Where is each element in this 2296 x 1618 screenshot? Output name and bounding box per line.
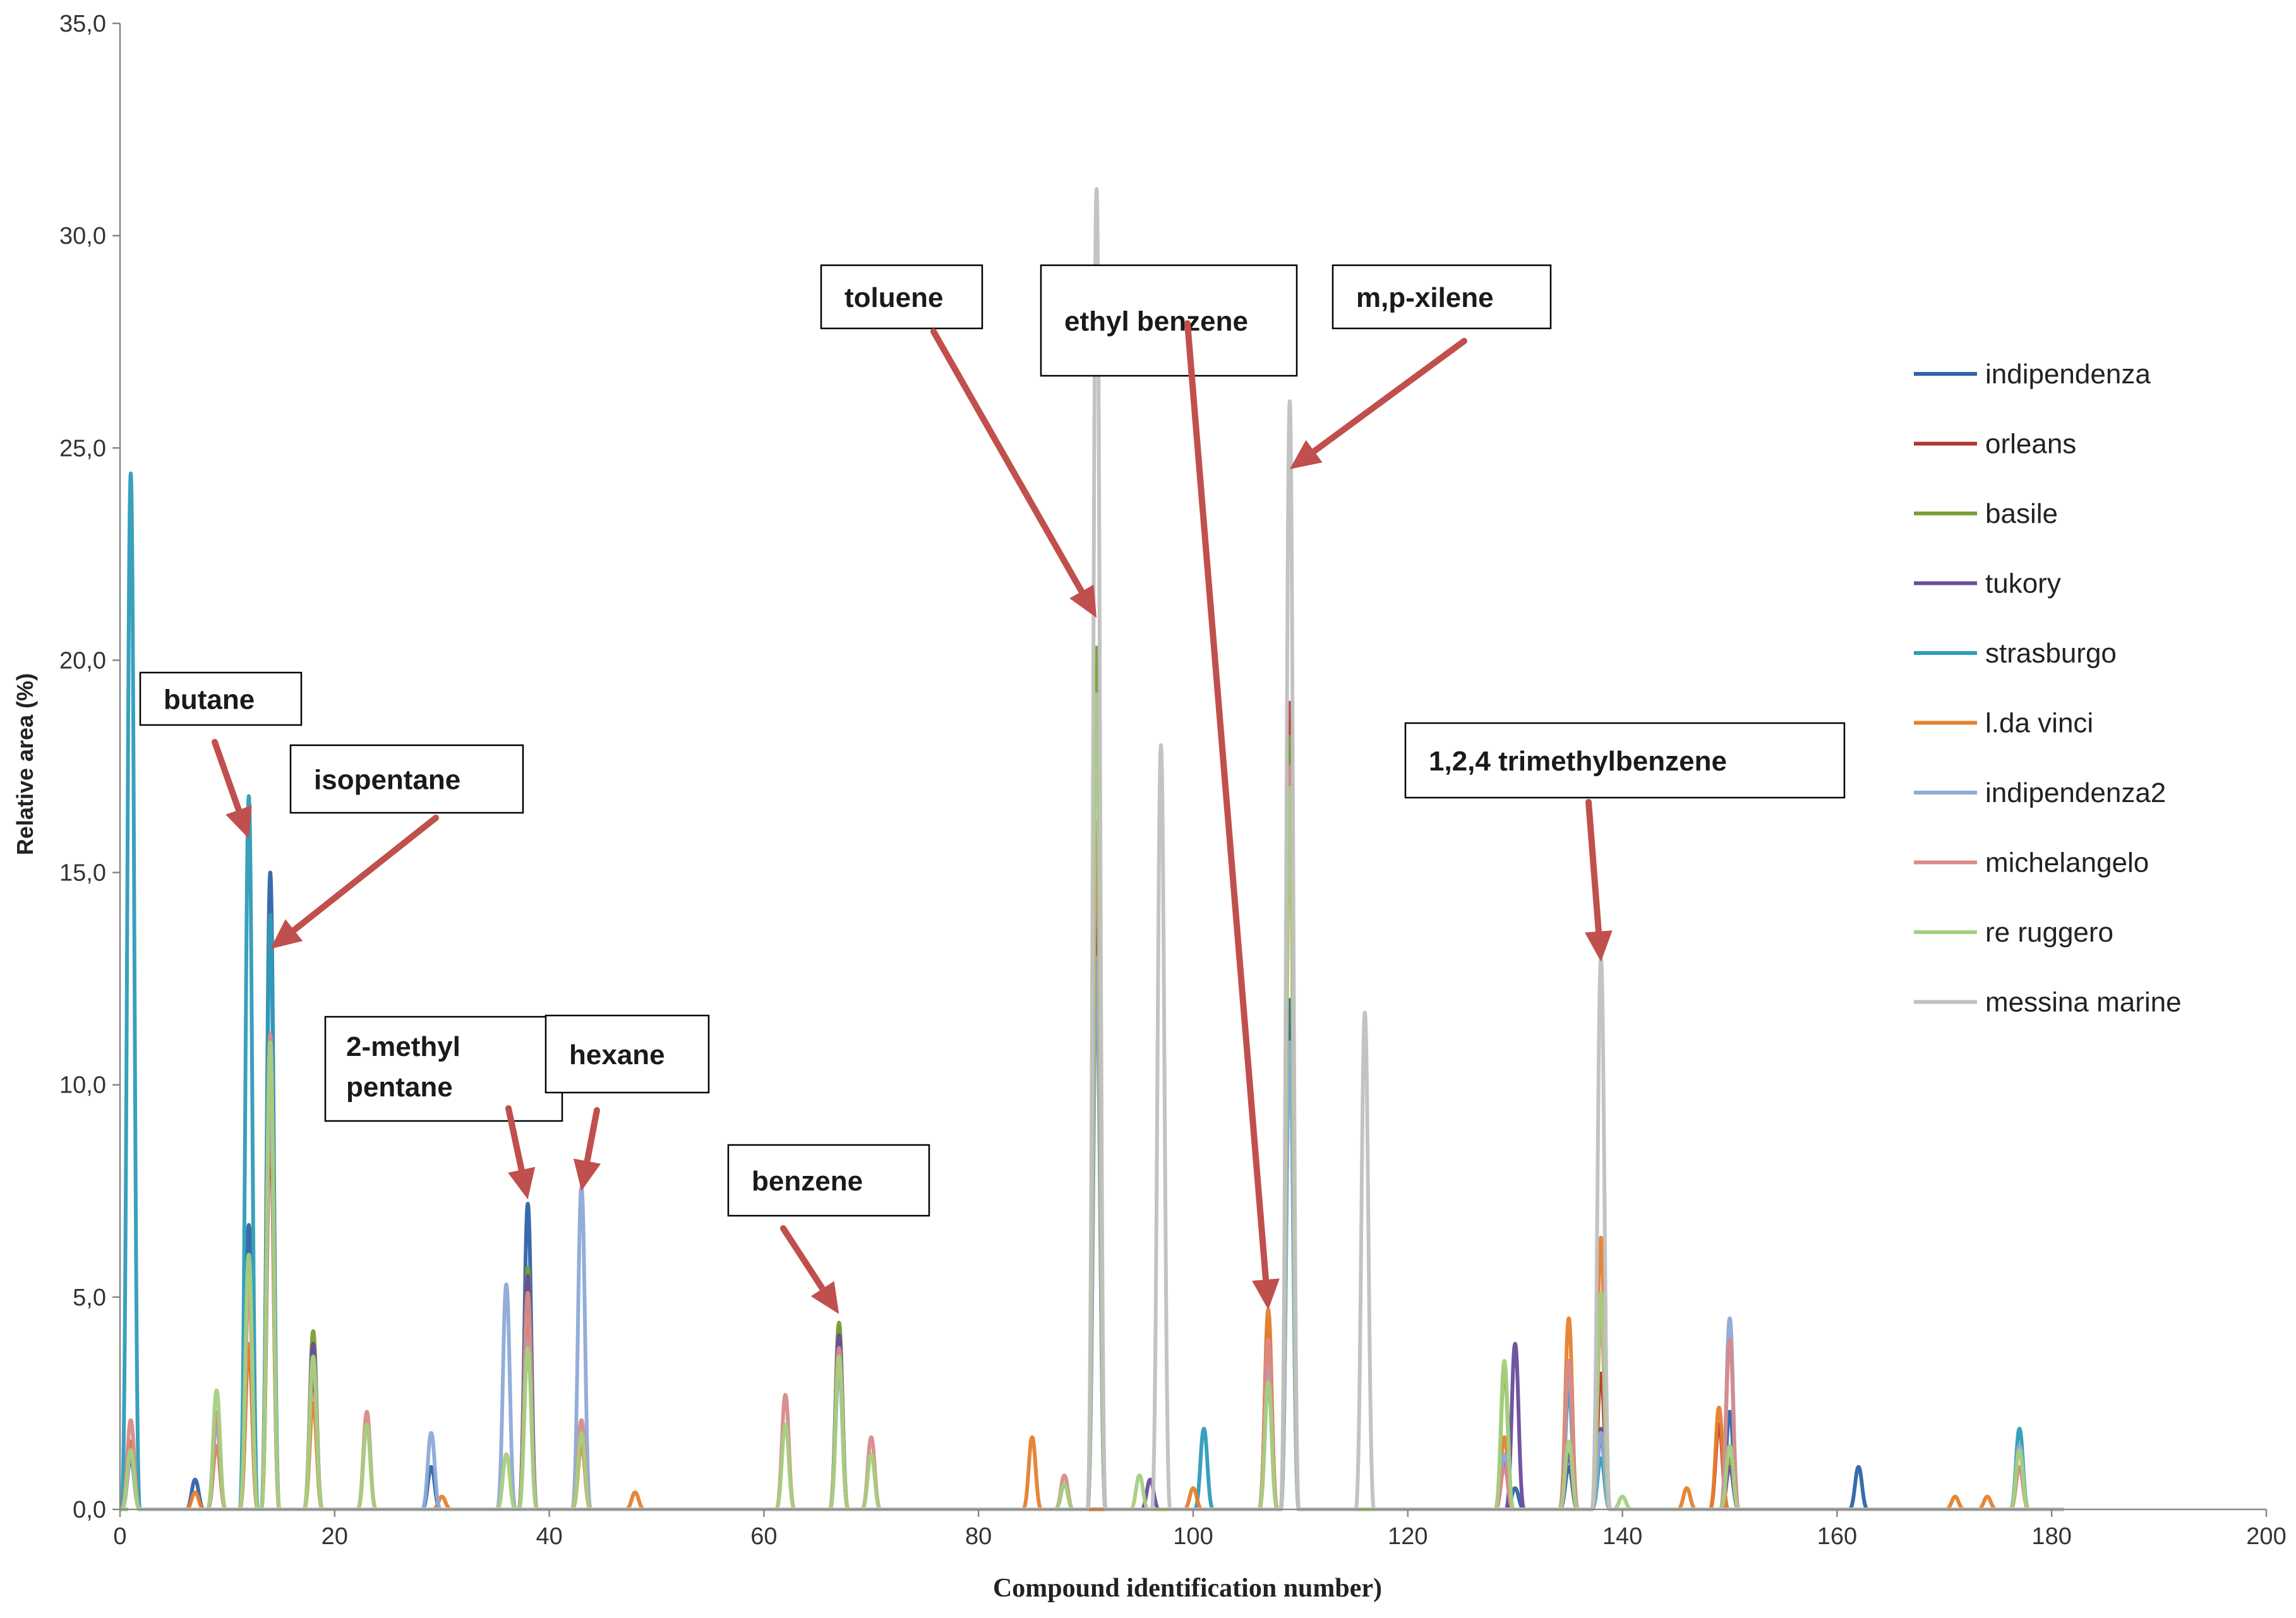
legend-item: tukory	[1914, 568, 2061, 599]
x-tick-label: 40	[536, 1523, 562, 1550]
legend-label: l.da vinci	[1985, 708, 2093, 739]
annotation-box	[544, 1014, 710, 1094]
y-axis-title: Relative area (%)	[12, 673, 38, 855]
legend-item: messina marine	[1914, 987, 2182, 1018]
annotation: ethyl benzene	[1040, 264, 1298, 1310]
annotation-label: 2-methyl pentane	[346, 1031, 460, 1103]
legend-label: orleans	[1985, 429, 2076, 460]
y-tick-label: 30,0	[59, 223, 106, 249]
legend: indipendenza orleans basile tukory strasburg…	[1914, 359, 2182, 1018]
annotation-label: isopentane	[314, 765, 460, 796]
y-tick-label: 25,0	[59, 435, 106, 462]
legend-label: messina marine	[1985, 987, 2182, 1018]
annotation: hexane	[544, 1014, 710, 1191]
legend-label: michelangelo	[1985, 848, 2149, 878]
legend-item: l.da vinci	[1914, 708, 2093, 739]
annotation-arrowhead	[225, 805, 252, 839]
annotation-arrowhead	[508, 1166, 536, 1200]
annotation: 1,2,4 trimethylbenzene	[1404, 722, 1846, 962]
annotation-box	[289, 744, 524, 814]
legend-label: re ruggero	[1985, 917, 2113, 948]
annotation-box	[820, 264, 983, 330]
annotation-arrowhead	[1584, 930, 1613, 962]
legend-item: orleans	[1914, 429, 2076, 460]
annotation-box	[727, 1144, 930, 1217]
y-tick-label: 35,0	[59, 11, 106, 37]
x-tick-label: 140	[1602, 1523, 1642, 1550]
annotation: 2-methyl pentane	[324, 1016, 563, 1200]
annotation-arrow	[291, 815, 439, 933]
annotation-arrowhead	[1289, 440, 1323, 469]
annotation-arrow	[1184, 320, 1270, 1283]
annotation-arrowhead	[1252, 1278, 1280, 1310]
annotation-arrowhead	[270, 919, 303, 949]
x-tick-label: 80	[965, 1523, 992, 1550]
annotation: isopentane	[270, 744, 524, 949]
x-tick-label: 120	[1388, 1523, 1427, 1550]
legend-label: tukory	[1985, 568, 2061, 599]
x-tick-label: 180	[2031, 1523, 2071, 1550]
annotation-box	[139, 671, 303, 726]
annotation-label: ethyl benzene	[1064, 306, 1248, 337]
legend-item: basile	[1914, 498, 2058, 529]
series-group	[119, 187, 2065, 1511]
annotation-arrowhead	[1069, 584, 1097, 618]
legend-label: indipendenza2	[1985, 777, 2166, 808]
annotation: m,p-xilene	[1289, 264, 1552, 469]
annotation-arrowhead	[810, 1281, 839, 1314]
annotation-arrow	[1311, 338, 1467, 455]
legend-label: basile	[1985, 498, 2058, 529]
annotations: butane isopentane 2-methyl pentane hexane ben…	[139, 264, 1846, 1314]
legend-label: strasburgo	[1985, 638, 2117, 669]
annotation-label: butane	[164, 685, 255, 716]
y-tick-label: 15,0	[59, 860, 106, 887]
x-tick-label: 200	[2246, 1523, 2286, 1550]
annotation-label: m,p-xilene	[1356, 282, 1494, 313]
x-tick-label: 60	[750, 1523, 777, 1550]
annotation-label: toluene	[844, 282, 943, 313]
annotation-label: hexane	[569, 1040, 665, 1070]
y-tick-label: 20,0	[59, 647, 106, 674]
series-re-ruggero	[119, 692, 2065, 1511]
legend-label: indipendenza	[1985, 359, 2151, 390]
annotation-label: 1,2,4 trimethylbenzene	[1429, 746, 1727, 777]
legend-item: michelangelo	[1914, 848, 2149, 878]
annotation: butane	[139, 671, 303, 839]
x-tick-label: 0	[113, 1523, 126, 1550]
annotation-label: benzene	[752, 1166, 863, 1197]
annotation-box	[1331, 264, 1552, 330]
y-tick-label: 5,0	[73, 1285, 106, 1311]
x-tick-label: 20	[322, 1523, 348, 1550]
annotation-arrow	[212, 739, 242, 813]
annotation-arrow	[505, 1105, 525, 1173]
annotation-arrowhead	[573, 1158, 601, 1191]
y-tick-label: 10,0	[59, 1072, 106, 1099]
annotation-arrow	[930, 328, 1085, 595]
y-tick-label: 0,0	[73, 1497, 106, 1523]
legend-item: indipendenza2	[1914, 777, 2166, 808]
x-axis-title: Compound identification number)	[993, 1574, 1382, 1603]
annotation-box	[1404, 722, 1846, 799]
x-tick-label: 100	[1173, 1523, 1213, 1550]
y-axis: 0,0 5,0 10,0 15,0 20,0 25,0 30,0 35,0	[59, 11, 120, 1523]
annotation: toluene	[820, 264, 1097, 618]
annotation-box	[1040, 264, 1298, 377]
annotation-arrow	[780, 1225, 826, 1292]
annotation-arrow	[584, 1107, 600, 1165]
legend-item: indipendenza	[1914, 359, 2151, 390]
series-messina-marine	[140, 187, 2065, 1511]
legend-item: strasburgo	[1914, 638, 2117, 669]
annotation: benzene	[727, 1144, 930, 1314]
annotation-arrow	[1585, 799, 1602, 935]
x-tick-label: 160	[1817, 1523, 1857, 1550]
legend-item: re ruggero	[1914, 917, 2113, 948]
x-axis: 0 20 40 60 80 100 120 140 160 180 200	[113, 1509, 2287, 1550]
series-line	[140, 187, 2065, 1511]
